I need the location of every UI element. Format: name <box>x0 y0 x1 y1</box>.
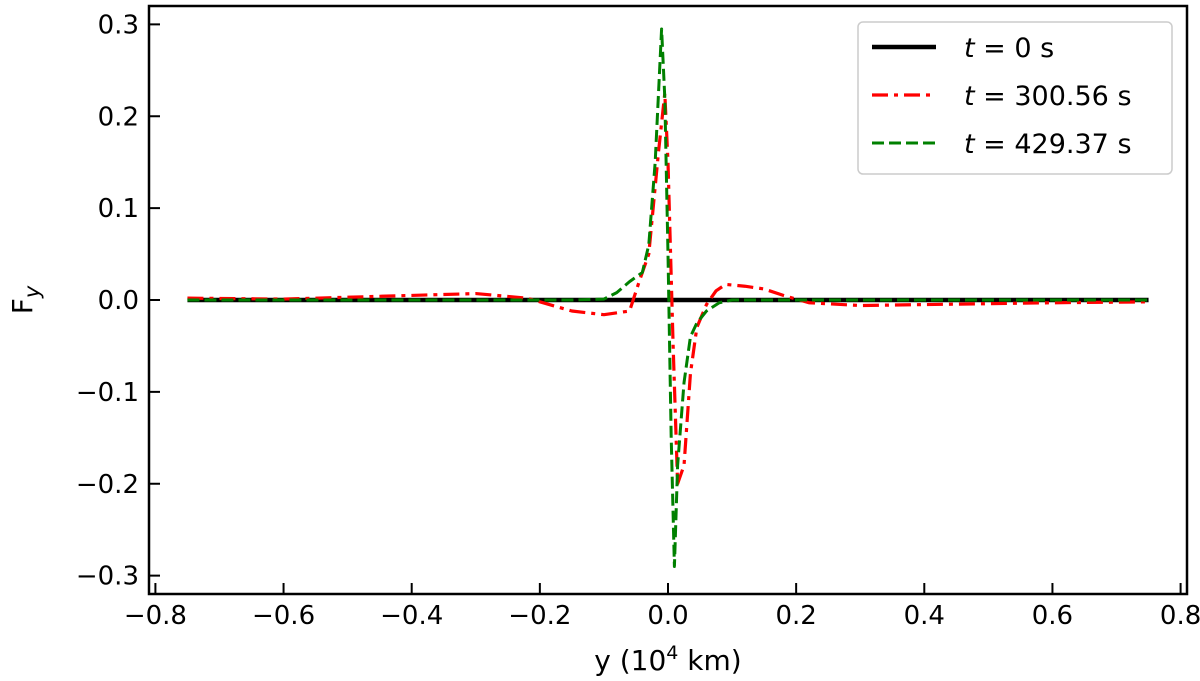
x-axis-title-text: y (10 <box>594 644 666 677</box>
legend-label-rest: = 429.37 s <box>975 129 1132 160</box>
legend-label-rest: = 300.56 s <box>975 81 1132 112</box>
x-tick-label: 0.0 <box>647 601 688 631</box>
legend-label-var: t <box>964 33 976 64</box>
x-tick-label: 0.2 <box>775 601 816 631</box>
y-tick-label: 0.0 <box>98 286 139 316</box>
x-tick-label: −0.4 <box>380 601 443 631</box>
x-axis-title-exponent: 4 <box>666 642 678 664</box>
x-tick-label: 0.6 <box>1032 601 1073 631</box>
y-tick-label: −0.2 <box>76 470 139 500</box>
ticks-layer: −0.8 −0.6 −0.4 −0.2 0.0 0.2 0.4 0.6 0.8 −0.3 −0.2 −… <box>76 10 1200 631</box>
y-tick-label: −0.3 <box>76 562 139 592</box>
y-tick-label: 0.2 <box>98 102 139 132</box>
x-tick-label: −0.8 <box>124 601 187 631</box>
legend-label-var: t <box>964 81 976 112</box>
x-tick-label: 0.8 <box>1160 601 1200 631</box>
legend-label-1: t = 300.56 s <box>964 81 1132 112</box>
legend-label-0: t = 0 s <box>964 33 1054 64</box>
series-layer <box>187 27 1149 568</box>
legend: t = 0 st = 300.56 st = 429.37 s <box>857 21 1173 175</box>
series-line-2 <box>187 27 1149 568</box>
x-axis-title: y (104 km) <box>594 642 741 677</box>
x-axis-title-unit: km) <box>678 644 741 677</box>
legend-label-var: t <box>964 129 976 160</box>
y-tick-label: 0.1 <box>98 194 139 224</box>
y-axis-title-subscript: y <box>20 285 44 299</box>
y-tick-label: −0.1 <box>76 378 139 408</box>
y-axis-title-text: F <box>6 298 39 314</box>
x-tick-label: 0.4 <box>904 601 945 631</box>
legend-label-rest: = 0 s <box>975 33 1055 64</box>
legend-label-2: t = 429.37 s <box>964 129 1132 160</box>
x-tick-label: −0.2 <box>508 601 571 631</box>
x-tick-label: −0.6 <box>252 601 315 631</box>
y-tick-label: 0.3 <box>98 10 139 40</box>
y-axis-title: Fy <box>6 285 44 314</box>
legend-box <box>857 21 1173 175</box>
